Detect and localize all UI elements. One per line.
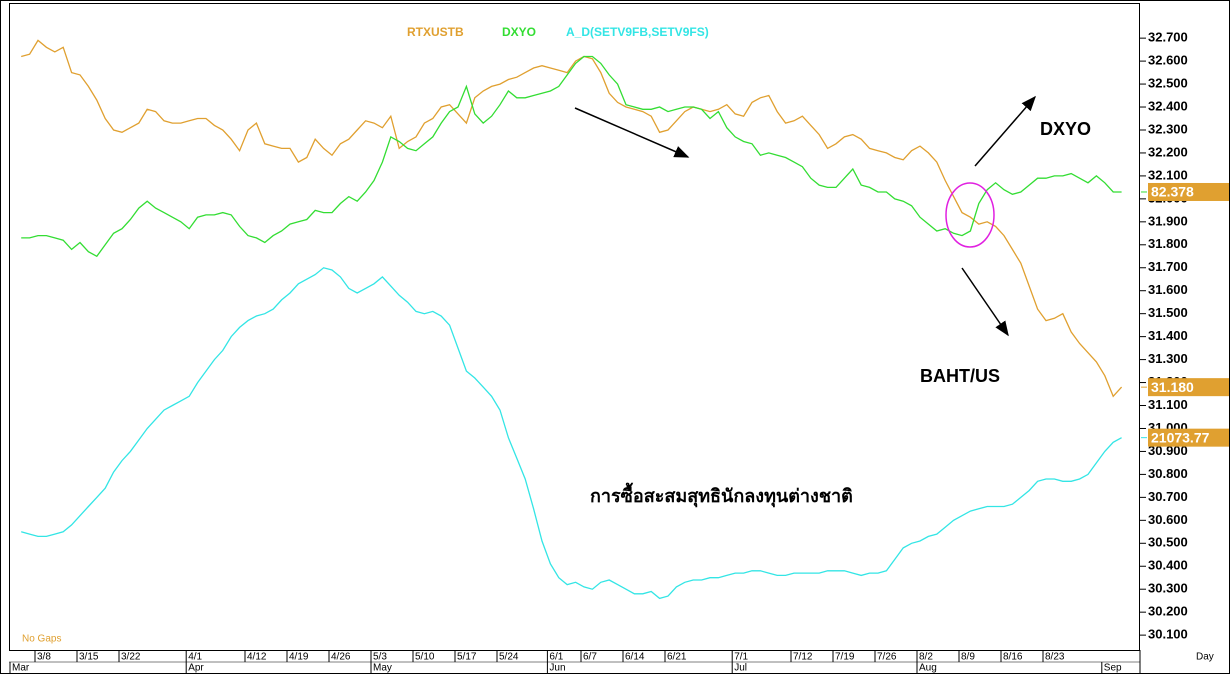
arrow	[574, 107, 690, 158]
y-tick-label: 30.200	[1148, 604, 1188, 619]
y-tick-label: 30.700	[1148, 489, 1188, 504]
x-tick-label: 7/1	[734, 652, 748, 663]
x-tick-label: 8/9	[961, 652, 975, 663]
x-tick-label: 4/12	[247, 652, 267, 663]
x-month-label: Jul	[734, 663, 747, 674]
x-month-label: Jun	[549, 663, 565, 674]
y-tick-label: 30.800	[1148, 466, 1188, 481]
annotation: การซื้อสะสมสุทธินักลงทุนต่างชาติ	[590, 482, 853, 508]
price-tag	[1148, 378, 1229, 397]
price-tag	[1148, 428, 1229, 447]
price-tag-label: 31.180	[1151, 379, 1194, 395]
marks	[21, 39, 1147, 600]
x-tick-label: 4/26	[331, 652, 351, 663]
x-tick-label: 4/1	[188, 652, 202, 663]
line-series	[21, 55, 1122, 258]
x-tick-label: 8/23	[1045, 652, 1065, 663]
x-tick-label: 7/19	[835, 652, 855, 663]
highlight-circle	[945, 182, 995, 248]
y-tick-label: 32.600	[1148, 53, 1188, 68]
x-tick-label: 4/19	[289, 652, 309, 663]
x-tick-label: 5/17	[457, 652, 477, 663]
y-tick-label: 32.400	[1148, 98, 1188, 113]
price-tag-label: 82.378	[1151, 184, 1194, 200]
arrow	[961, 267, 1009, 337]
x-tick-label: 6/1	[549, 652, 563, 663]
x-month-label: Mar	[12, 663, 30, 674]
y-tick-label: 31.900	[1148, 213, 1188, 228]
x-axis-label: Day	[1196, 652, 1214, 663]
price-tag-label: 21073.77	[1151, 429, 1210, 445]
x-month-label: Sep	[1104, 663, 1122, 674]
y-tick-label: 31.700	[1148, 259, 1188, 274]
x-tick-label: 6/21	[667, 652, 687, 663]
annotation: BAHT/US	[920, 366, 1000, 386]
legend-entry: A_D(SETV9FB,SETV9FS)	[566, 25, 709, 39]
y-tick-label: 30.600	[1148, 512, 1188, 527]
x-tick-label: 5/24	[499, 652, 519, 663]
y-tick-label: 31.800	[1148, 236, 1188, 251]
price-tag	[1148, 182, 1229, 201]
x-tick-label: 8/2	[919, 652, 933, 663]
x-tick-label: 3/22	[121, 652, 141, 663]
y-tick-label: 32.500	[1148, 76, 1188, 91]
x-month-label: Apr	[188, 663, 204, 674]
plot-area	[9, 3, 1140, 651]
x-month-label: May	[373, 663, 392, 674]
line-series	[21, 39, 1123, 398]
x-tick-label: 7/12	[793, 652, 813, 663]
x-tick-label: 3/8	[37, 652, 51, 663]
x-tick-label: 5/10	[415, 652, 435, 663]
y-tick-label: 30.500	[1148, 535, 1188, 550]
y-tick-label: 32.700	[1148, 30, 1188, 45]
x-tick-label: 3/15	[79, 652, 99, 663]
x-tick-label: 6/14	[625, 652, 645, 663]
x-tick-label: 6/7	[583, 652, 597, 663]
x-tick-label: 5/3	[373, 652, 387, 663]
y-tick-label: 30.100	[1148, 627, 1188, 642]
annotation: No Gaps	[22, 634, 61, 645]
annotation: DXYO	[1040, 119, 1091, 139]
line-series	[21, 267, 1122, 600]
y-tick-label: 31.300	[1148, 351, 1188, 366]
y-tick-label: 32.300	[1148, 121, 1188, 136]
y-tick-label: 30.300	[1148, 581, 1188, 596]
x-tick-label: 7/26	[877, 652, 897, 663]
y-tick-label: 30.400	[1148, 558, 1188, 573]
legend-entry: RTXUSTB	[407, 25, 464, 39]
y-tick-label: 31.500	[1148, 305, 1188, 320]
x-tick-label: 8/16	[1003, 652, 1023, 663]
y-tick-label: 31.100	[1148, 397, 1188, 412]
legend-entry: DXYO	[502, 25, 536, 39]
y-tick-label: 31.600	[1148, 282, 1188, 297]
x-month-label: Aug	[919, 663, 937, 674]
y-tick-label: 31.400	[1148, 328, 1188, 343]
arrow	[974, 95, 1036, 167]
y-tick-label: 32.100	[1148, 167, 1188, 182]
y-tick-label: 32.200	[1148, 144, 1188, 159]
